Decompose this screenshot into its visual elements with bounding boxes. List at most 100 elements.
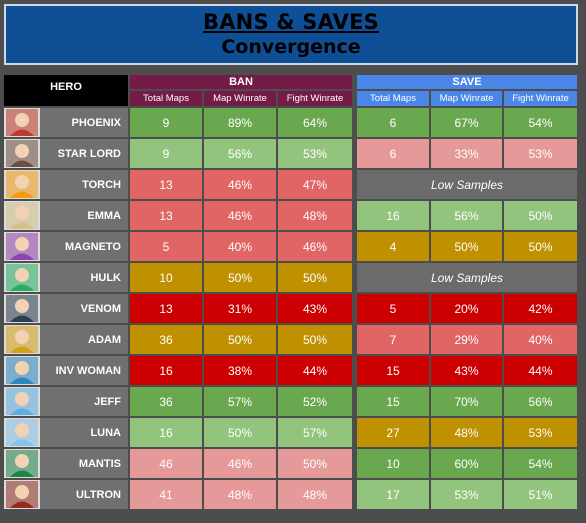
save-stat-cell: 50% (504, 201, 577, 230)
ban-stat-cell: 9 (130, 108, 202, 137)
save-stat-cell: 56% (504, 387, 577, 416)
magneto-avatar (4, 232, 40, 261)
hero-name: JEFF (40, 387, 128, 416)
hero-name: MAGNETO (40, 232, 128, 261)
hero-name: STAR LORD (40, 139, 128, 168)
ban-stat-cell: 46 (130, 449, 202, 478)
ban-stat-cell: 47% (278, 170, 352, 199)
hero-name: PHOENIX (40, 108, 128, 137)
luna-avatar (4, 418, 40, 447)
save-group-header: SAVE (357, 75, 577, 89)
hero-name: INV WOMAN (40, 356, 128, 385)
hero-portrait-icon (6, 140, 38, 167)
hero-portrait-icon (6, 388, 38, 415)
ban-stat-cell: 9 (130, 139, 202, 168)
hero-column-header: HERO (4, 75, 128, 106)
save-col-header: Map Winrate (431, 91, 502, 106)
save-stat-cell: 10 (357, 449, 429, 478)
ban-stat-cell: 38% (204, 356, 276, 385)
hero-portrait-icon (6, 233, 38, 260)
save-col-header: Fight Winrate (504, 91, 577, 106)
ban-stat-cell: 36 (130, 325, 202, 354)
ban-stat-cell: 41 (130, 480, 202, 509)
adam-avatar (4, 325, 40, 354)
save-stat-cell: 4 (357, 232, 429, 261)
save-stat-cell: 56% (431, 201, 502, 230)
ban-stat-cell: 53% (278, 139, 352, 168)
save-stat-cell: 70% (431, 387, 502, 416)
ban-stat-cell: 48% (278, 201, 352, 230)
ban-group-header: BAN (130, 75, 352, 89)
low-samples-cell: Low Samples (357, 263, 577, 292)
save-stat-cell: 53% (504, 418, 577, 447)
star-lord-avatar (4, 139, 40, 168)
ban-stat-cell: 5 (130, 232, 202, 261)
hero-name: ULTRON (40, 480, 128, 509)
save-stat-cell: 42% (504, 294, 577, 323)
hero-portrait-icon (6, 109, 38, 136)
hero-portrait-icon (6, 450, 38, 477)
inv-woman-avatar (4, 356, 40, 385)
ban-stat-cell: 46% (278, 232, 352, 261)
save-stat-cell: 44% (504, 356, 577, 385)
mantis-avatar (4, 449, 40, 478)
save-stat-cell: 15 (357, 387, 429, 416)
save-stat-cell: 60% (431, 449, 502, 478)
save-stat-cell: 7 (357, 325, 429, 354)
ban-stat-cell: 13 (130, 294, 202, 323)
page-title: BANS & SAVES (203, 10, 379, 34)
save-stat-cell: 67% (431, 108, 502, 137)
ban-stat-cell: 50% (278, 325, 352, 354)
page-subtitle: Convergence (221, 36, 361, 58)
save-stat-cell: 27 (357, 418, 429, 447)
ban-stat-cell: 13 (130, 201, 202, 230)
save-stat-cell: 50% (431, 232, 502, 261)
ban-stat-cell: 44% (278, 356, 352, 385)
jeff-avatar (4, 387, 40, 416)
hero-portrait-icon (6, 295, 38, 322)
hero-name: ADAM (40, 325, 128, 354)
save-stat-cell: 48% (431, 418, 502, 447)
ban-stat-cell: 50% (278, 263, 352, 292)
ban-stat-cell: 16 (130, 418, 202, 447)
ban-stat-cell: 52% (278, 387, 352, 416)
hero-name: HULK (40, 263, 128, 292)
hero-portrait-icon (6, 481, 38, 508)
ban-stat-cell: 89% (204, 108, 276, 137)
phoenix-avatar (4, 108, 40, 137)
ban-stat-cell: 46% (204, 449, 276, 478)
ban-stat-cell: 50% (278, 449, 352, 478)
ban-stat-cell: 50% (204, 263, 276, 292)
title-banner: BANS & SAVES Convergence (4, 4, 578, 65)
ban-col-header: Fight Winrate (278, 91, 352, 106)
ban-stat-cell: 10 (130, 263, 202, 292)
save-stat-cell: 17 (357, 480, 429, 509)
hero-name: MANTIS (40, 449, 128, 478)
ultron-avatar (4, 480, 40, 509)
ban-stat-cell: 43% (278, 294, 352, 323)
ban-stat-cell: 31% (204, 294, 276, 323)
hero-portrait-icon (6, 202, 38, 229)
hero-name: TORCH (40, 170, 128, 199)
ban-stat-cell: 48% (278, 480, 352, 509)
save-stat-cell: 54% (504, 108, 577, 137)
hero-portrait-icon (6, 419, 38, 446)
save-col-header: Total Maps (357, 91, 429, 106)
emma-avatar (4, 201, 40, 230)
hero-portrait-icon (6, 171, 38, 198)
save-stat-cell: 16 (357, 201, 429, 230)
ban-col-header: Map Winrate (204, 91, 276, 106)
ban-stat-cell: 57% (204, 387, 276, 416)
save-stat-cell: 40% (504, 325, 577, 354)
save-stat-cell: 6 (357, 108, 429, 137)
save-stat-cell: 20% (431, 294, 502, 323)
ban-stat-cell: 46% (204, 201, 276, 230)
save-stat-cell: 53% (431, 480, 502, 509)
hero-name: EMMA (40, 201, 128, 230)
venom-avatar (4, 294, 40, 323)
ban-stat-cell: 36 (130, 387, 202, 416)
ban-stat-cell: 56% (204, 139, 276, 168)
ban-stat-cell: 50% (204, 418, 276, 447)
save-stat-cell: 5 (357, 294, 429, 323)
ban-stat-cell: 48% (204, 480, 276, 509)
